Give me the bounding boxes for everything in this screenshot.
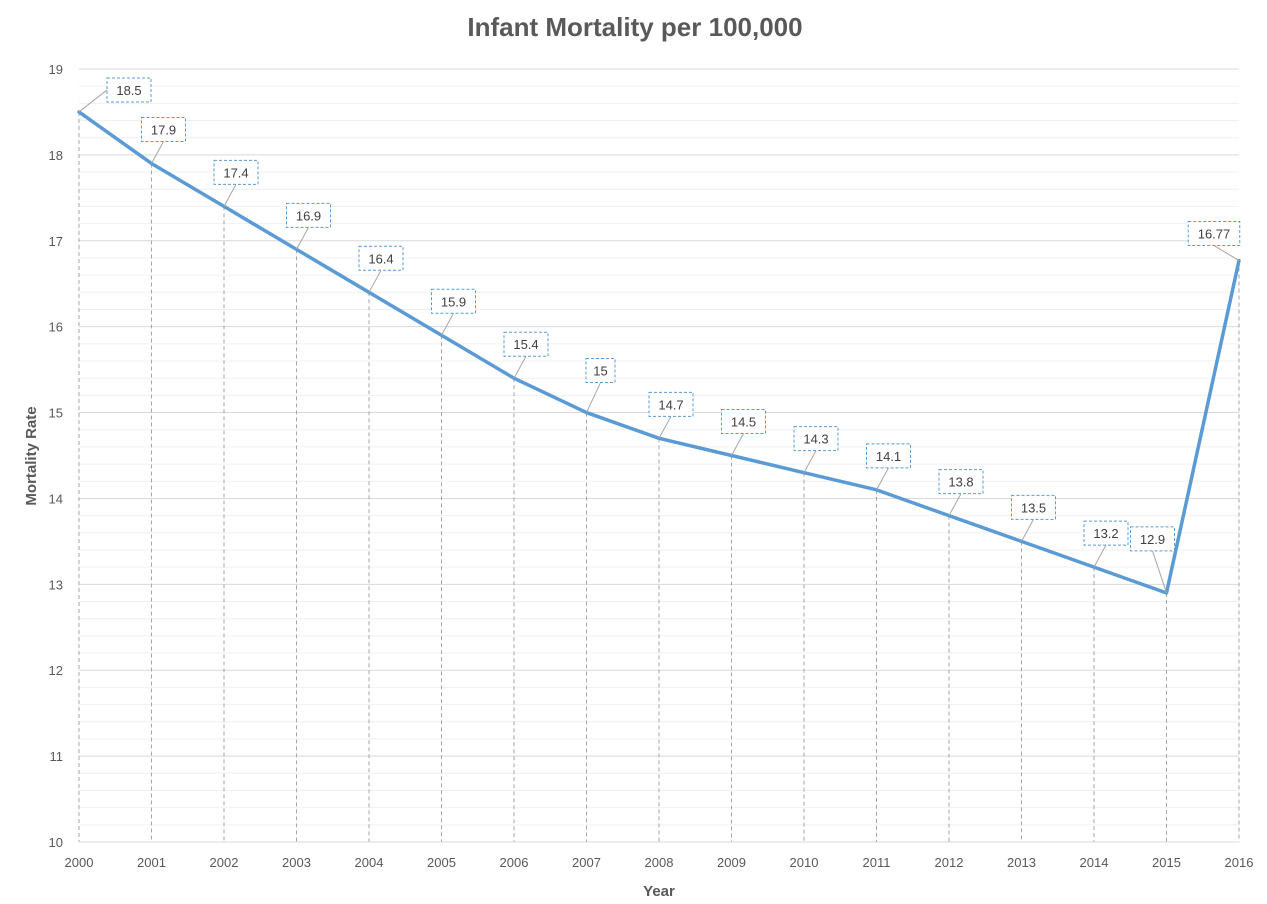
y-tick-label: 15 <box>49 406 63 421</box>
data-label-leader <box>78 89 108 113</box>
x-tick-label: 2011 <box>863 855 891 870</box>
data-label: 12.9 <box>1140 532 1165 547</box>
data-label-box <box>358 245 404 271</box>
x-tick-label: 2002 <box>210 855 239 870</box>
data-label-leader <box>1021 519 1034 542</box>
data-label-box <box>141 116 186 142</box>
data-label: 14.5 <box>731 415 756 430</box>
drop-lines <box>78 111 1240 842</box>
x-tick-label: 2014 <box>1080 855 1109 870</box>
data-label-leader <box>513 355 527 379</box>
data-label: 17.9 <box>151 122 176 137</box>
data-label-leader <box>586 382 601 413</box>
y-tick-label: 18 <box>49 148 63 163</box>
y-tick-label: 16 <box>49 320 63 335</box>
x-tick-label: 2000 <box>65 855 94 870</box>
data-label-box <box>866 443 911 469</box>
x-axis-title: Year <box>643 883 675 900</box>
y-tick-label: 19 <box>49 62 63 77</box>
data-label-leader <box>803 450 817 473</box>
x-tick-label: 2013 <box>1007 855 1036 870</box>
data-label-box <box>286 202 331 228</box>
data-label: 15.4 <box>513 337 538 352</box>
x-tick-label: 2012 <box>935 855 964 870</box>
data-label-box <box>106 77 152 103</box>
y-tick-label: 11 <box>50 749 64 764</box>
data-label: 16.4 <box>368 251 393 266</box>
data-label-box <box>1187 221 1241 247</box>
data-label-box <box>585 358 616 384</box>
data-label-leader <box>876 467 889 491</box>
data-label: 13.8 <box>948 475 973 490</box>
data-label-box <box>648 391 694 417</box>
data-label: 14.7 <box>658 397 683 412</box>
y-axis-title: Mortality Rate <box>23 406 40 505</box>
data-label-leader <box>223 184 237 207</box>
y-tick-label: 13 <box>49 577 63 592</box>
data-label: 13.5 <box>1021 500 1046 515</box>
x-tick-label: 2003 <box>282 855 311 870</box>
data-label-leader <box>948 493 962 516</box>
x-tick-label: 2007 <box>572 855 601 870</box>
data-label: 14.1 <box>876 449 901 464</box>
data-label-box <box>793 426 839 452</box>
data-label-leader <box>296 227 309 250</box>
x-tick-label: 2015 <box>1152 855 1181 870</box>
data-label-leader <box>1093 544 1107 568</box>
x-tick-label: 2001 <box>137 855 166 870</box>
data-label-box <box>503 331 549 357</box>
data-label: 17.4 <box>223 165 248 180</box>
data-label-leader <box>368 270 382 293</box>
data-label-box <box>721 409 766 434</box>
data-label: 15 <box>593 364 607 379</box>
axes: 10 11 12 13 14 15 16 17 18 19 2000 2001 2002 2003 2004… <box>49 62 1254 870</box>
data-label-leader <box>658 416 672 439</box>
data-label: 18.5 <box>116 83 141 98</box>
data-label-leader <box>1213 245 1240 261</box>
x-tick-label: 2009 <box>717 855 746 870</box>
data-label-box <box>213 159 259 185</box>
data-label-leader <box>441 313 454 336</box>
x-tick-label: 2008 <box>645 855 674 870</box>
x-tick-label: 2004 <box>355 855 384 870</box>
data-label-box <box>1011 494 1056 520</box>
chart-title: Infant Mortality per 100,000 <box>467 12 802 42</box>
y-tick-label: 17 <box>49 234 63 249</box>
data-label: 16.77 <box>1198 227 1231 242</box>
data-label-leader <box>151 141 164 164</box>
data-label-box <box>1130 526 1175 552</box>
data-label-leader <box>1152 550 1167 594</box>
data-label: 16.9 <box>296 208 321 223</box>
data-label-leader <box>731 433 744 456</box>
data-label-box <box>1083 520 1129 546</box>
x-tick-label: 2005 <box>427 855 456 870</box>
data-labels: 18.5 17.9 17.4 16.9 16.4 15.9 15.4 15 14.7 14.5 14… <box>78 77 1241 594</box>
x-tick-label: 2006 <box>500 855 529 870</box>
y-tick-label: 10 <box>49 835 63 850</box>
x-tick-label: 2010 <box>790 855 819 870</box>
data-label: 13.2 <box>1093 526 1118 541</box>
data-label-box <box>431 288 476 314</box>
data-label: 15.9 <box>441 294 466 309</box>
data-label: 14.3 <box>803 432 828 447</box>
y-tick-label: 12 <box>49 663 63 678</box>
x-tick-label: 2016 <box>1225 855 1254 870</box>
data-label-box <box>938 469 984 495</box>
y-tick-label: 14 <box>49 491 63 506</box>
